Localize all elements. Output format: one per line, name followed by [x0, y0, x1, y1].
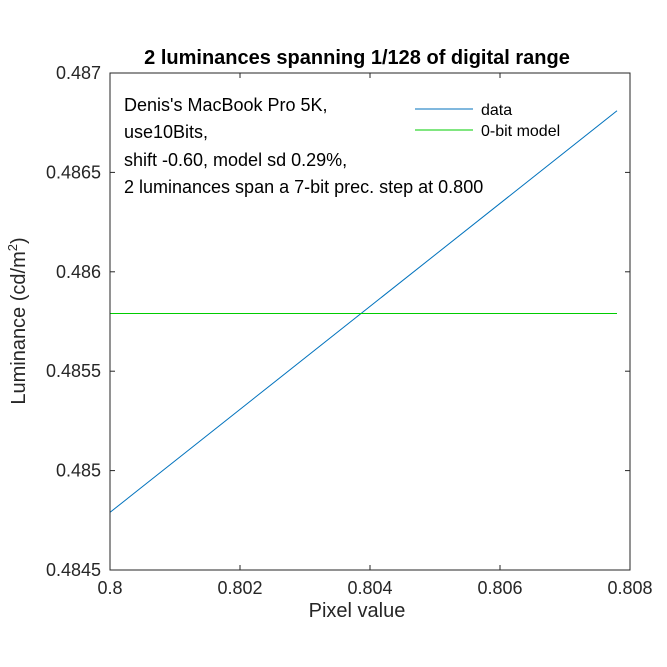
y-axis-ticks: 0.4845 0.485 0.4855 0.486 0.4865 0.487	[46, 63, 630, 580]
y-axis-label-close: )	[8, 237, 30, 244]
y-tick-label: 0.4855	[46, 361, 101, 381]
y-tick-label: 0.4865	[46, 162, 101, 182]
annotation-block: Denis's MacBook Pro 5K, use10Bits, shift…	[124, 95, 483, 197]
plot-background	[110, 73, 630, 570]
annotation-line: shift -0.60, model sd 0.29%,	[124, 150, 347, 170]
y-axis-label-superscript: 2	[5, 244, 20, 251]
x-tick-label: 0.806	[477, 578, 522, 598]
annotation-line: 2 luminances span a 7-bit prec. step at …	[124, 177, 483, 197]
y-tick-label: 0.486	[56, 262, 101, 282]
x-tick-label: 0.804	[347, 578, 392, 598]
x-tick-label: 0.8	[97, 578, 122, 598]
chart-title: 2 luminances spanning 1/128 of digital r…	[144, 47, 570, 69]
legend-label-model: 0-bit model	[481, 123, 560, 140]
y-tick-label: 0.485	[56, 461, 101, 481]
x-axis-label: Pixel value	[309, 600, 406, 622]
legend: data 0-bit model	[415, 102, 560, 140]
annotation-line: use10Bits,	[124, 122, 208, 142]
series-line-0	[109, 110, 618, 513]
y-tick-label: 0.4845	[46, 560, 101, 580]
y-axis-label-main: Luminance (cd/m	[8, 251, 30, 404]
x-tick-label: 0.808	[607, 578, 652, 598]
x-tick-label: 0.802	[217, 578, 262, 598]
legend-label-data: data	[481, 102, 512, 119]
y-tick-label: 0.487	[56, 63, 101, 83]
annotation-line: Denis's MacBook Pro 5K,	[124, 95, 328, 115]
series-layer	[109, 110, 618, 513]
y-axis-label: Luminance (cd/m2)	[5, 237, 30, 404]
x-axis-ticks: 0.8 0.802 0.804 0.806 0.808	[97, 73, 653, 598]
